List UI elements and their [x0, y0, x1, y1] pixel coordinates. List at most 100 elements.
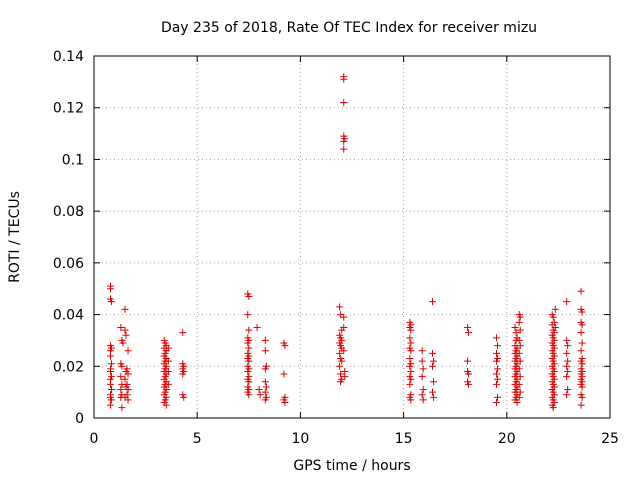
data-point — [245, 292, 253, 300]
data-point — [121, 375, 129, 383]
data-point — [418, 373, 426, 381]
data-point — [406, 362, 414, 370]
data-point — [494, 342, 502, 350]
data-point — [407, 339, 415, 347]
data-point — [340, 99, 348, 107]
data-point — [428, 349, 436, 357]
data-point — [121, 326, 129, 334]
data-point — [108, 360, 116, 368]
data-point — [253, 324, 261, 331]
data-point — [340, 137, 348, 145]
x-tick-label: 25 — [601, 431, 619, 447]
data-point — [563, 391, 571, 399]
x-tick-label: 10 — [291, 431, 309, 447]
data-point — [515, 380, 523, 388]
data-point — [419, 386, 427, 394]
data-point — [407, 375, 415, 383]
x-axis-label: GPS time / hours — [293, 458, 410, 474]
data-point — [108, 386, 116, 394]
data-point — [515, 318, 523, 326]
data-point — [551, 324, 559, 331]
data-point — [464, 357, 472, 365]
x-tick-label: 5 — [193, 431, 202, 447]
data-point — [563, 336, 571, 344]
data-point — [124, 386, 132, 394]
data-point — [578, 339, 586, 347]
x-tick-label: 20 — [498, 431, 516, 447]
x-tick-label: 15 — [395, 431, 413, 447]
data-point — [337, 378, 345, 386]
data-point — [516, 357, 524, 365]
data-point — [494, 375, 502, 383]
data-point — [577, 287, 585, 295]
data-point — [406, 334, 414, 342]
data-point — [512, 329, 520, 337]
y-tick-label: 0.14 — [53, 49, 84, 65]
data-point — [515, 365, 523, 373]
data-point — [121, 305, 129, 313]
grid-lines — [94, 56, 610, 418]
data-point — [245, 378, 253, 386]
x-tick-label: 0 — [90, 431, 99, 447]
data-point — [564, 367, 572, 375]
data-point — [261, 347, 269, 355]
y-tick-label: 0.1 — [62, 152, 84, 168]
data-point — [563, 362, 571, 370]
data-point — [119, 339, 127, 347]
data-point — [340, 313, 348, 321]
data-point — [245, 391, 253, 399]
data-point — [516, 342, 524, 350]
data-point — [511, 324, 519, 331]
data-point — [492, 370, 500, 378]
data-point — [578, 383, 586, 391]
data-point — [244, 339, 252, 347]
data-point — [244, 367, 252, 375]
data-point — [107, 380, 115, 388]
data-point — [516, 326, 524, 334]
data-point — [124, 370, 132, 378]
data-point — [407, 367, 415, 375]
data-point — [430, 357, 438, 365]
data-point — [122, 331, 130, 339]
data-point — [428, 362, 436, 370]
data-point — [564, 357, 572, 365]
data-point — [578, 321, 586, 329]
data-point — [255, 386, 263, 394]
data-point — [549, 404, 557, 412]
data-point — [418, 357, 426, 365]
data-point — [563, 298, 571, 306]
y-tick-label: 0.08 — [53, 204, 84, 220]
data-point — [419, 396, 427, 404]
data-point — [118, 362, 126, 370]
data-point — [494, 365, 502, 373]
y-tick-label: 0.02 — [53, 359, 84, 375]
data-point — [430, 393, 438, 401]
data-point — [578, 308, 586, 316]
data-point — [563, 373, 571, 381]
data-point — [341, 373, 349, 381]
data-point — [244, 311, 252, 319]
data-point — [578, 360, 586, 368]
data-point — [577, 347, 585, 355]
y-tick-label: 0.04 — [53, 308, 84, 324]
data-point — [464, 324, 472, 331]
data-point — [338, 357, 346, 365]
data-point — [280, 370, 288, 378]
data-point — [515, 349, 523, 357]
data-point — [563, 349, 571, 357]
data-point — [107, 367, 115, 375]
data-point — [124, 396, 132, 404]
data-point — [164, 357, 172, 365]
data-point — [419, 365, 427, 373]
data-point — [164, 344, 172, 352]
data-point — [407, 396, 415, 404]
data-point — [340, 347, 348, 355]
data-point — [256, 391, 264, 399]
data-point — [564, 386, 572, 394]
data-point — [340, 75, 348, 83]
data-point — [180, 393, 188, 401]
data-point — [117, 324, 125, 331]
data-point — [465, 329, 473, 337]
data-point — [164, 367, 172, 375]
data-point — [406, 380, 414, 388]
